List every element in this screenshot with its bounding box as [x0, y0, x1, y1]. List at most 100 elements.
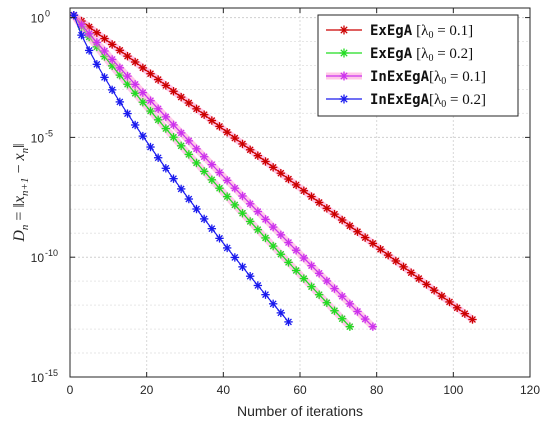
data-point	[261, 233, 270, 243]
y-tick-label: 10	[31, 371, 45, 385]
data-point	[314, 269, 324, 278]
data-point	[238, 191, 247, 201]
x-tick-label: 100	[443, 383, 463, 397]
data-point	[153, 115, 163, 125]
data-point	[222, 243, 232, 253]
data-point	[314, 198, 324, 207]
data-point	[276, 308, 286, 318]
data-point	[307, 192, 316, 201]
y-tick-label: 10	[31, 12, 45, 26]
data-point	[299, 253, 309, 263]
data-point	[138, 88, 148, 97]
data-point	[107, 40, 117, 49]
data-point	[100, 46, 109, 56]
legend-item: ExEgA [λ0 = 0.1]	[326, 23, 473, 41]
data-point	[276, 168, 286, 178]
data-point	[192, 158, 201, 168]
data-point	[345, 299, 355, 309]
data-point	[115, 97, 125, 107]
data-point	[92, 38, 102, 47]
data-point	[314, 290, 324, 299]
data-point	[207, 175, 217, 185]
data-point	[69, 10, 79, 20]
data-point	[84, 46, 94, 55]
data-point	[207, 160, 217, 169]
data-point	[199, 214, 209, 224]
data-point	[330, 306, 339, 315]
data-point	[452, 303, 462, 312]
legend-label: InExEgA[λ0 = 0.2]	[370, 92, 486, 110]
y-axis-label-text: Dn = ‖xn+1 − xn‖	[11, 143, 31, 242]
data-point	[322, 298, 332, 307]
data-point	[184, 150, 194, 159]
data-point	[107, 55, 117, 64]
data-point	[115, 63, 125, 73]
data-point	[192, 144, 201, 154]
data-point	[84, 29, 94, 38]
data-point	[176, 184, 186, 194]
data-point	[253, 151, 263, 160]
data-point	[138, 97, 148, 107]
data-point	[222, 176, 232, 185]
data-point	[383, 250, 393, 260]
data-point	[230, 133, 240, 143]
data-point	[391, 256, 401, 266]
data-point	[130, 89, 140, 98]
data-point	[284, 258, 293, 267]
data-point	[130, 80, 140, 89]
legend-label: ExEgA [λ0 = 0.2]	[370, 46, 473, 64]
data-point	[284, 174, 293, 184]
series-3-line	[73, 14, 374, 328]
data-point	[199, 110, 209, 119]
data-point	[307, 282, 316, 291]
data-point	[253, 225, 263, 234]
y-tick-label: 10	[31, 251, 45, 265]
data-point	[261, 157, 270, 166]
data-point	[153, 104, 163, 113]
data-point	[360, 314, 370, 324]
data-point	[184, 98, 194, 108]
data-point	[291, 266, 301, 275]
data-point	[307, 261, 316, 270]
data-point	[299, 274, 309, 283]
data-point	[222, 128, 232, 137]
data-point	[276, 250, 286, 259]
data-point	[100, 34, 109, 43]
data-point	[284, 317, 293, 327]
data-point	[291, 246, 301, 255]
data-point	[176, 92, 186, 102]
legend-item: InExEgA[λ0 = 0.2]	[326, 92, 486, 110]
data-point	[138, 63, 148, 73]
data-point	[207, 224, 217, 233]
data-point	[230, 253, 240, 262]
data-point	[330, 209, 339, 219]
data-point	[268, 299, 278, 309]
data-point	[215, 184, 224, 193]
x-tick-label: 80	[370, 383, 384, 397]
data-point	[92, 28, 102, 37]
data-point	[115, 46, 125, 55]
data-point	[261, 290, 270, 299]
data-point	[337, 215, 347, 225]
data-point	[215, 234, 224, 243]
data-point	[353, 307, 362, 316]
data-point	[215, 122, 224, 131]
data-point	[146, 106, 155, 116]
data-point	[215, 168, 224, 177]
y-axis-label: Dn = ‖xn+1 − xn‖	[11, 143, 31, 242]
data-point	[268, 163, 278, 172]
y-tick-exponent: -10	[45, 248, 58, 258]
data-point	[276, 230, 286, 240]
data-point	[368, 239, 378, 248]
data-point	[245, 272, 255, 281]
data-point	[261, 215, 270, 224]
legend: ExEgA [λ0 = 0.1] ExEgA [λ0 = 0.2] InExEgA[λ0…	[317, 14, 519, 117]
data-point	[123, 51, 132, 61]
data-point	[146, 96, 155, 105]
data-point	[192, 204, 201, 214]
data-point	[406, 268, 416, 277]
data-point	[92, 60, 102, 69]
data-point	[169, 120, 178, 130]
